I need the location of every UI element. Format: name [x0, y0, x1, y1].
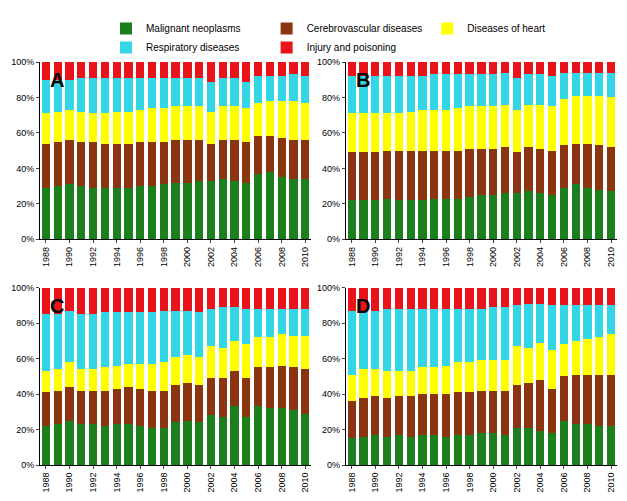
svg-text:2000: 2000: [488, 247, 498, 267]
svg-text:1990: 1990: [370, 473, 380, 493]
svg-text:2010: 2010: [606, 247, 616, 267]
svg-text:1994: 1994: [112, 473, 122, 493]
svg-text:D: D: [356, 295, 370, 317]
svg-text:1990: 1990: [370, 247, 380, 267]
svg-text:20%: 20%: [322, 425, 340, 435]
svg-text:2008: 2008: [277, 473, 287, 493]
svg-text:1996: 1996: [441, 473, 451, 493]
svg-text:2008: 2008: [582, 247, 592, 267]
svg-text:1996: 1996: [135, 247, 145, 267]
svg-text:Respiratory diseases: Respiratory diseases: [146, 42, 239, 53]
svg-text:2000: 2000: [182, 473, 192, 493]
svg-text:1988: 1988: [347, 473, 357, 493]
svg-text:2000: 2000: [488, 473, 498, 493]
svg-text:1998: 1998: [465, 247, 475, 267]
svg-text:2002: 2002: [512, 473, 522, 493]
svg-text:Malignant neoplasms: Malignant neoplasms: [146, 23, 241, 34]
svg-text:60%: 60%: [16, 354, 34, 364]
svg-text:1998: 1998: [159, 473, 169, 493]
svg-text:60%: 60%: [322, 354, 340, 364]
svg-text:40%: 40%: [322, 389, 340, 399]
svg-text:80%: 80%: [16, 318, 34, 328]
svg-text:2010: 2010: [606, 473, 616, 493]
svg-text:1996: 1996: [441, 247, 451, 267]
svg-text:1994: 1994: [417, 473, 427, 493]
svg-text:1994: 1994: [112, 247, 122, 267]
svg-text:1992: 1992: [394, 473, 404, 493]
svg-text:1988: 1988: [41, 473, 51, 493]
svg-text:40%: 40%: [16, 164, 34, 174]
svg-text:B: B: [356, 69, 370, 91]
svg-text:60%: 60%: [16, 128, 34, 138]
svg-text:0%: 0%: [21, 460, 34, 470]
svg-text:0%: 0%: [327, 234, 340, 244]
svg-text:80%: 80%: [322, 93, 340, 103]
svg-text:20%: 20%: [322, 199, 340, 209]
svg-text:2006: 2006: [253, 473, 263, 493]
svg-text:2010: 2010: [300, 247, 310, 267]
svg-text:60%: 60%: [322, 128, 340, 138]
svg-text:80%: 80%: [16, 93, 34, 103]
svg-text:2006: 2006: [559, 247, 569, 267]
svg-text:2006: 2006: [559, 473, 569, 493]
svg-text:1998: 1998: [159, 247, 169, 267]
svg-text:2002: 2002: [206, 247, 216, 267]
svg-text:100%: 100%: [11, 57, 34, 67]
svg-text:A: A: [50, 69, 64, 91]
svg-text:2010: 2010: [300, 473, 310, 493]
svg-text:40%: 40%: [322, 164, 340, 174]
svg-text:1988: 1988: [41, 247, 51, 267]
svg-text:20%: 20%: [16, 199, 34, 209]
svg-text:1988: 1988: [347, 247, 357, 267]
svg-text:Cerebrovascular diseases: Cerebrovascular diseases: [307, 23, 423, 34]
svg-text:40%: 40%: [16, 389, 34, 399]
svg-text:80%: 80%: [322, 318, 340, 328]
svg-text:2004: 2004: [229, 473, 239, 493]
svg-text:1992: 1992: [88, 247, 98, 267]
svg-text:100%: 100%: [317, 57, 340, 67]
svg-text:Diseases of heart: Diseases of heart: [467, 23, 545, 34]
svg-text:20%: 20%: [16, 425, 34, 435]
svg-text:0%: 0%: [327, 460, 340, 470]
svg-text:2002: 2002: [206, 473, 216, 493]
svg-text:1990: 1990: [64, 247, 74, 267]
svg-text:C: C: [50, 295, 64, 317]
svg-text:2004: 2004: [535, 247, 545, 267]
svg-text:2008: 2008: [277, 247, 287, 267]
svg-text:2004: 2004: [535, 473, 545, 493]
svg-text:2000: 2000: [182, 247, 192, 267]
svg-text:1992: 1992: [88, 473, 98, 493]
svg-text:1994: 1994: [417, 247, 427, 267]
svg-text:0%: 0%: [21, 234, 34, 244]
svg-text:1998: 1998: [465, 473, 475, 493]
svg-text:2002: 2002: [512, 247, 522, 267]
svg-text:1996: 1996: [135, 473, 145, 493]
svg-text:2006: 2006: [253, 247, 263, 267]
svg-text:2008: 2008: [582, 473, 592, 493]
svg-text:100%: 100%: [317, 283, 340, 293]
svg-text:1992: 1992: [394, 247, 404, 267]
svg-text:2004: 2004: [229, 247, 239, 267]
svg-text:Injury and poisoning: Injury and poisoning: [307, 42, 397, 53]
svg-text:100%: 100%: [11, 283, 34, 293]
svg-text:1990: 1990: [64, 473, 74, 493]
